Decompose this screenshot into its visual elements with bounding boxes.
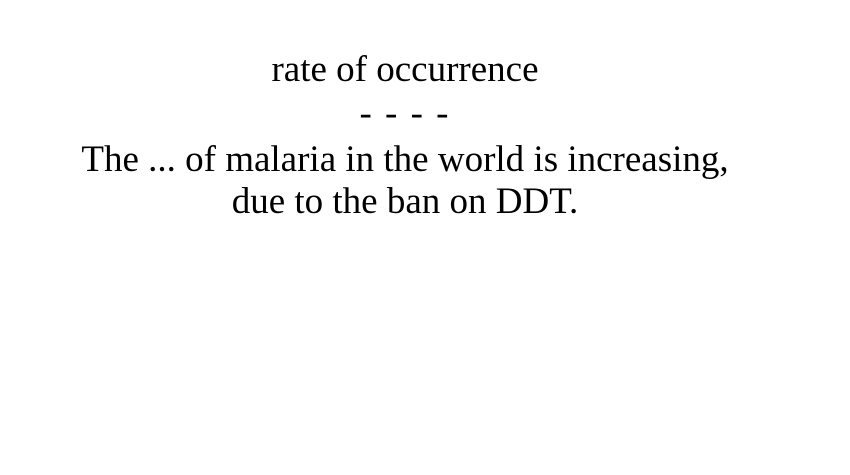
example-sentence-line-1: The ... of malaria in the world is incre… <box>81 139 729 180</box>
example-sentence-line-2: due to the ban on DDT. <box>231 181 579 222</box>
separator: - - - - <box>359 93 451 134</box>
term-text: rate of occurrence <box>271 49 539 90</box>
